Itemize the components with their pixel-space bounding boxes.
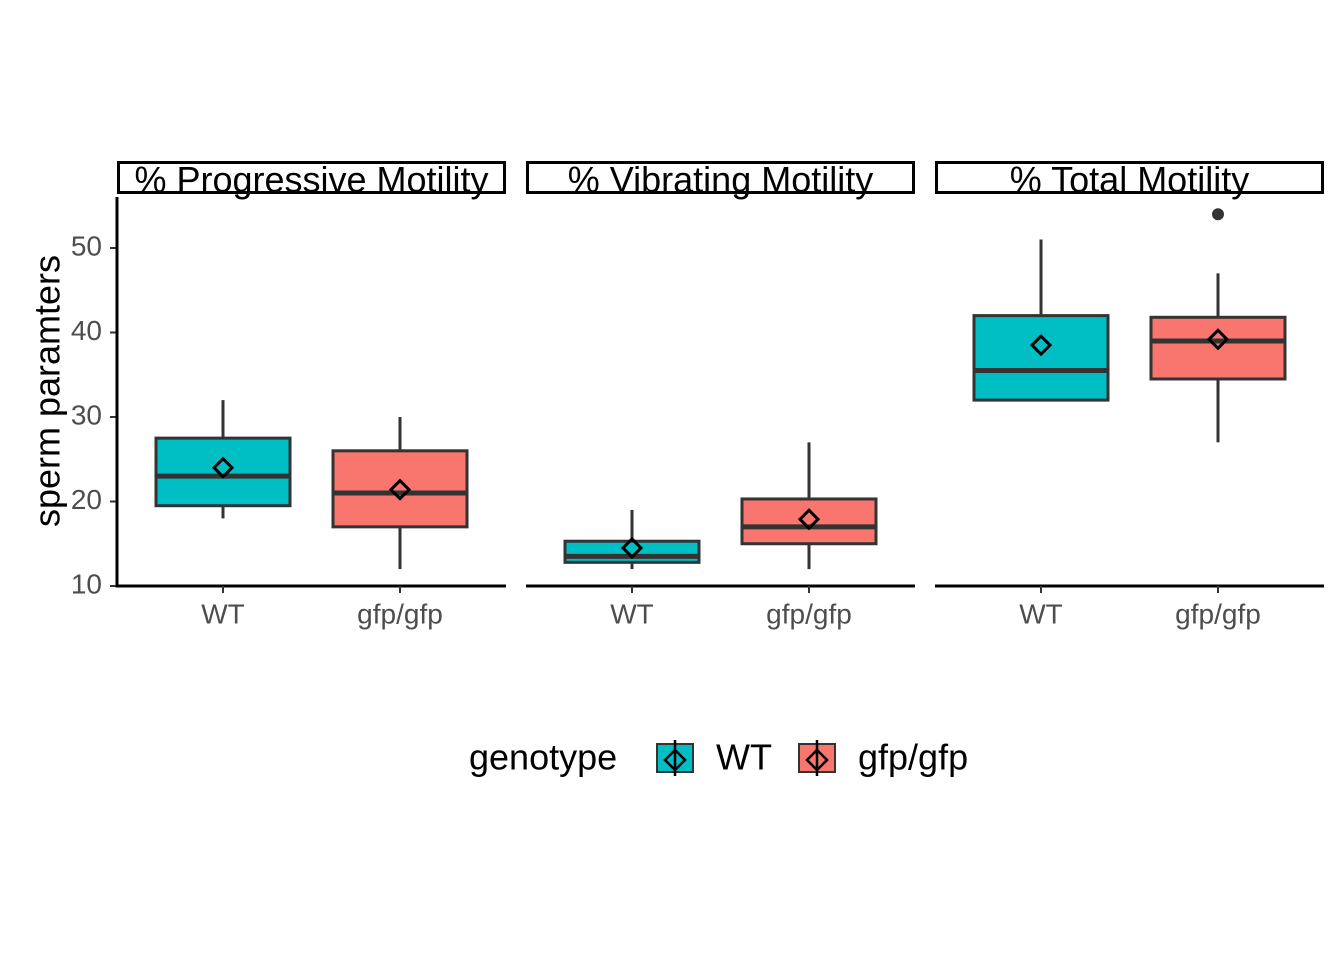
facet-panel: % Total Motility WT gfp/gfp xyxy=(935,159,1324,629)
mean-marker xyxy=(388,478,412,501)
y-tick-label: 10 xyxy=(71,568,102,599)
box-body xyxy=(740,497,878,546)
x-tick-label: WT xyxy=(1019,598,1063,629)
y-tick-label: 40 xyxy=(71,315,102,346)
facet-panel: % Progressive Motility WT gfp/gfp xyxy=(115,159,506,629)
box-wt: WT xyxy=(563,509,701,629)
box-body xyxy=(972,314,1110,402)
mean-marker xyxy=(1206,328,1230,351)
facet-strip xyxy=(117,161,506,194)
legend-label-gfp: gfp/gfp xyxy=(858,737,968,778)
legend-key-wt xyxy=(656,740,694,776)
box-wt: WT xyxy=(154,400,292,629)
box-body xyxy=(331,449,469,529)
box-gfp: gfp/gfp xyxy=(1149,208,1287,629)
facet-strip xyxy=(935,161,1324,194)
facet-strip-title: % Vibrating Motility xyxy=(568,159,873,200)
legend: genotype WT gfp/gfp xyxy=(469,737,968,778)
legend-key-gfp xyxy=(798,740,836,776)
facet-strip-title: % Progressive Motility xyxy=(134,159,488,200)
x-tick-label: gfp/gfp xyxy=(766,598,852,629)
facet-panel: % Vibrating Motility WT gfp/gfp xyxy=(526,159,915,629)
box-body xyxy=(563,539,701,564)
y-tick-label: 20 xyxy=(71,484,102,515)
facet-strip-title: % Total Motility xyxy=(1010,159,1249,200)
box-body xyxy=(154,436,292,508)
x-tick-label: WT xyxy=(201,598,245,629)
x-tick-label: WT xyxy=(610,598,654,629)
outlier-point xyxy=(1212,208,1224,221)
mean-marker xyxy=(211,456,235,479)
mean-marker xyxy=(1029,334,1053,357)
legend-mean-marker-wt xyxy=(663,748,687,772)
box-wt: WT xyxy=(972,239,1110,629)
facet-strip xyxy=(526,161,915,194)
y-tick-label: 30 xyxy=(71,399,102,430)
legend-label-wt: WT xyxy=(716,737,772,778)
box-gfp: gfp/gfp xyxy=(740,442,878,629)
y-axis-title: sperm paramters xyxy=(27,255,68,527)
mean-marker xyxy=(620,536,644,560)
box-gfp: gfp/gfp xyxy=(331,417,469,629)
y-tick-label: 50 xyxy=(71,230,102,261)
x-tick-label: gfp/gfp xyxy=(1175,598,1261,629)
legend-title: genotype xyxy=(469,737,617,778)
legend-mean-marker-gfp xyxy=(805,748,829,772)
mean-marker xyxy=(797,508,821,531)
x-tick-label: gfp/gfp xyxy=(357,598,443,629)
